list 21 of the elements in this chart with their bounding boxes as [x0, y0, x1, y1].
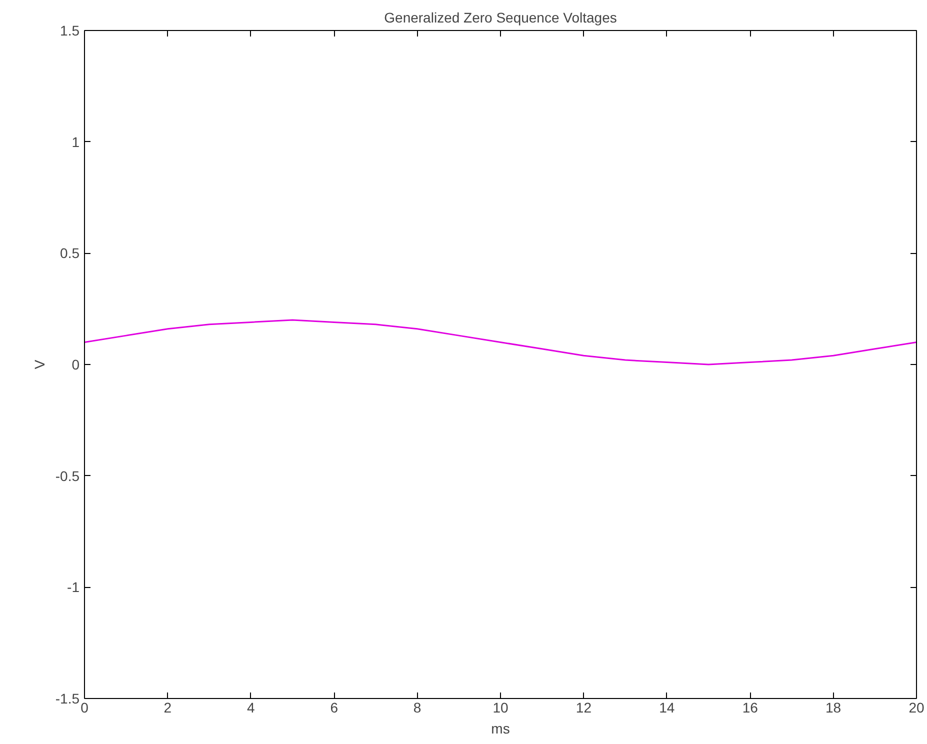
chart-title: Generalized Zero Sequence Voltages — [384, 10, 617, 26]
x-tick-label: 14 — [659, 700, 675, 716]
line-series — [84, 319, 916, 366]
y-tick-label: 0 — [72, 356, 80, 372]
y-tick-label: -0.5 — [55, 468, 80, 484]
y-tick-label: 1.5 — [60, 22, 80, 38]
x-tick-label: 2 — [164, 700, 172, 716]
x-tick-label: 4 — [247, 700, 256, 716]
y-tick-label: 1 — [72, 134, 80, 150]
y-axis-title: V — [31, 359, 48, 370]
x-tick-label: 6 — [330, 700, 338, 716]
y-tick-label: -1.5 — [55, 690, 80, 706]
x-tick-label: 8 — [413, 700, 422, 716]
x-tick-label: 16 — [742, 700, 758, 716]
x-tick-label: 10 — [492, 700, 508, 716]
x-tick-label: 20 — [908, 700, 924, 716]
x-tick-label: 12 — [576, 700, 592, 716]
y-tick-label: 0.5 — [60, 245, 80, 262]
x-axis-title: ms — [491, 720, 510, 736]
y-tick-label: -1 — [67, 579, 80, 596]
x-tick-label: 18 — [826, 700, 842, 716]
